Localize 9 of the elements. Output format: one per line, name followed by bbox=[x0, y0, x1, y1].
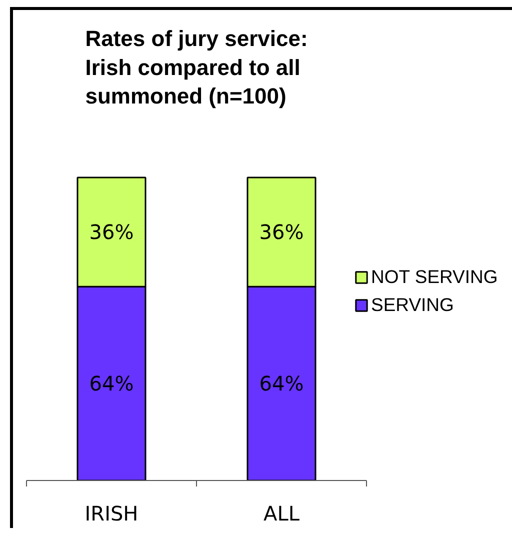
data-label: 36% bbox=[89, 220, 134, 244]
data-label: 36% bbox=[259, 220, 304, 244]
data-label: 64% bbox=[259, 372, 304, 396]
x-tick-label: ALL bbox=[264, 502, 300, 526]
x-tick-label: IRISH bbox=[84, 502, 138, 526]
legend-label: SERVING bbox=[371, 294, 454, 316]
chart-title: Rates of jury service: Irish compared to all summoned (n=100) bbox=[85, 26, 308, 108]
data-label: 64% bbox=[89, 372, 134, 396]
legend-label: NOT SERVING bbox=[371, 266, 498, 288]
